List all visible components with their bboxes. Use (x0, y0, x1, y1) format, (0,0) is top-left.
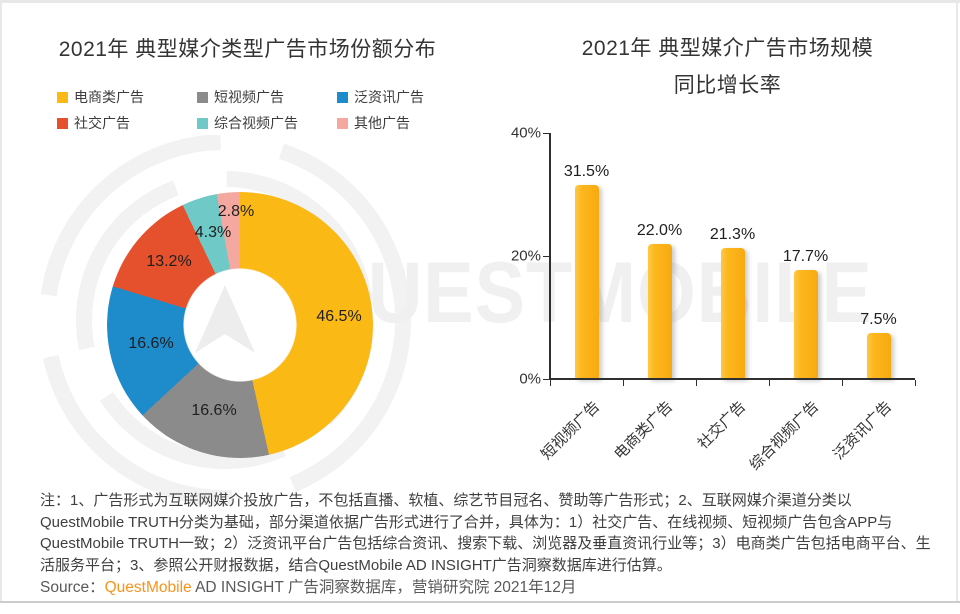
legend-label: 泛资讯广告 (354, 89, 424, 105)
legend-label: 社交广告 (74, 115, 130, 131)
bar-value-label: 22.0% (636, 221, 683, 239)
legend-swatch (337, 117, 348, 129)
x-axis-tick (769, 380, 770, 386)
bar-value-label: 7.5% (860, 310, 897, 328)
pie-slice-label: 46.5% (316, 308, 362, 325)
y-axis-tick-label: 0% (519, 370, 541, 388)
right-chart-title: 2021年 典型媒介广告市场规模 同比增长率 (500, 30, 955, 104)
pie-legend: 电商类广告 短视频广告 泛资讯广告社交广告 综合视频广告 其他广告 (57, 88, 424, 132)
bar-value-label: 21.3% (709, 226, 756, 243)
pie-slice-label: 2.8% (217, 203, 255, 220)
slide-bottom-edge (0, 601, 960, 603)
legend-label: 其他广告 (354, 115, 410, 131)
bar (866, 332, 891, 379)
x-axis-category-label: 泛资讯广告 (830, 398, 896, 464)
legend-swatch (197, 91, 208, 103)
y-axis-tick (543, 256, 549, 257)
donut-chart (107, 192, 373, 458)
slide-left-edge (0, 0, 2, 602)
slide-right-edge (956, 0, 958, 602)
legend-label: 电商类广告 (74, 89, 144, 105)
pie-slice-label: 16.6% (191, 402, 237, 419)
bar (793, 270, 818, 379)
legend-swatch (337, 91, 348, 103)
x-axis-tick (696, 380, 697, 386)
x-axis-tick (842, 380, 843, 386)
y-axis-tick (543, 133, 549, 134)
pie-slice-label: 16.6% (128, 335, 174, 352)
legend-swatch (57, 117, 68, 129)
y-axis-tick (543, 379, 549, 380)
x-axis-category-label: 电商类广告 (611, 398, 677, 464)
x-axis-category-label: 社交广告 (695, 398, 750, 453)
x-axis-tick (915, 380, 916, 386)
y-axis-tick-label: 20% (510, 247, 541, 265)
x-axis-tick (550, 380, 551, 386)
legend-swatch (197, 117, 208, 129)
y-axis-line (549, 133, 551, 380)
slide-top-edge (0, 0, 960, 3)
source-line: Source：QuestMobile AD INSIGHT 广告洞察数据库，营销… (40, 575, 576, 597)
legend-label: 综合视频广告 (214, 115, 298, 131)
source-brand: QuestMobile (104, 579, 192, 596)
legend-item: 泛资讯广告 (337, 88, 424, 106)
legend-item: 短视频广告 (197, 88, 337, 106)
right-chart-title-line1: 2021年 典型媒介广告市场规模 (581, 37, 874, 60)
x-axis-category-label: 短视频广告 (538, 398, 604, 464)
bar-value-label: 31.5% (563, 163, 610, 181)
x-axis-line (549, 378, 915, 380)
legend-item: 其他广告 (337, 114, 424, 132)
right-chart-title-line2: 同比增长率 (673, 74, 782, 97)
bar (647, 243, 672, 379)
y-axis-tick-label: 40% (510, 124, 541, 142)
source-rest: AD INSIGHT 广告洞察数据库，营销研究院 2021年12月 (191, 579, 577, 596)
bar (574, 185, 599, 379)
bar (720, 248, 745, 379)
footnote: 注：1、广告形式为互联网媒介投放广告，不包括直播、软植、综艺节目冠名、赞助等广告… (40, 492, 931, 574)
left-chart-title: 2021年 典型媒介类型广告市场份额分布 (58, 38, 437, 61)
source-prefix: Source： (40, 579, 105, 596)
legend-swatch (57, 91, 68, 103)
pie-slice-label: 13.2% (146, 253, 192, 270)
legend-item: 电商类广告 (57, 88, 197, 106)
x-axis-tick (623, 380, 624, 386)
x-axis-category-label: 综合视频广告 (746, 398, 823, 474)
pie-slice-label: 4.3% (194, 224, 232, 241)
legend-item: 综合视频广告 (197, 114, 337, 132)
legend-item: 社交广告 (57, 114, 197, 132)
legend-label: 短视频广告 (214, 89, 284, 105)
bar-value-label: 17.7% (782, 248, 829, 266)
